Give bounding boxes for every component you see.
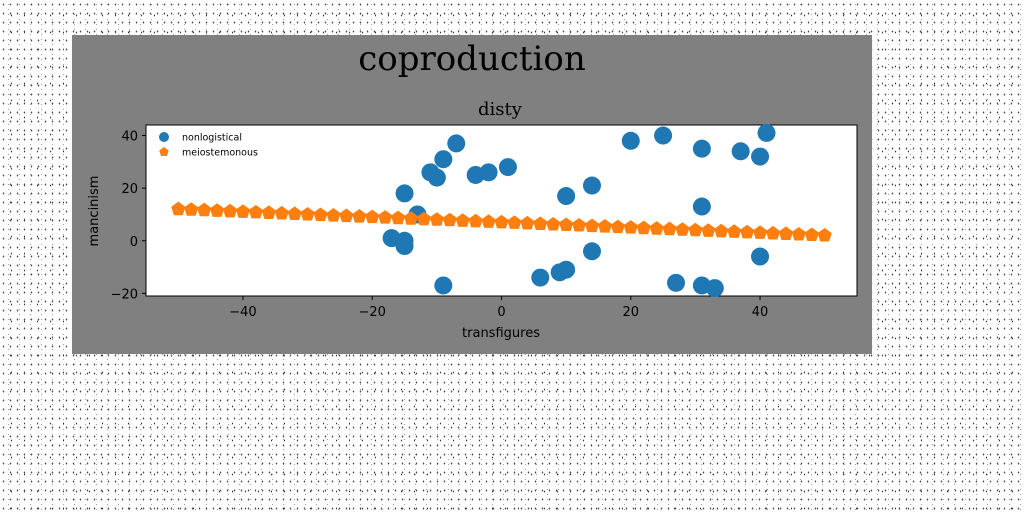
y-tick-label: −20: [111, 287, 138, 302]
data-point: [559, 217, 574, 232]
y-axis: −20 0 20 40: [111, 130, 146, 302]
data-point: [403, 211, 419, 225]
chart-subtitle: disty: [478, 99, 523, 120]
data-point: [557, 187, 576, 206]
data-point: [804, 227, 819, 242]
y-tick-label: 40: [121, 130, 138, 145]
data-point: [692, 139, 711, 158]
data-point: [416, 211, 432, 226]
x-tick-label: 0: [497, 305, 505, 320]
data-point: [714, 223, 729, 238]
data-point: [817, 227, 832, 242]
legend-marker: [159, 147, 169, 157]
data-point: [597, 219, 613, 233]
data-point: [313, 207, 328, 222]
data-point: [649, 221, 664, 235]
data-point: [378, 210, 393, 224]
data-point: [636, 220, 651, 235]
data-point: [209, 203, 225, 217]
y-tick-label: 0: [130, 235, 138, 250]
data-point: [667, 273, 686, 292]
data-point: [365, 209, 380, 224]
chart-title: coproduction: [358, 39, 586, 79]
x-tick-label: 40: [752, 305, 769, 320]
data-point: [582, 242, 601, 261]
data-point: [778, 226, 794, 240]
data-point: [621, 131, 640, 150]
data-point: [427, 168, 446, 187]
data-point: [434, 276, 453, 295]
data-point: [739, 224, 755, 239]
data-point: [675, 222, 690, 236]
data-points: [171, 123, 832, 298]
data-point: [429, 212, 444, 226]
data-point: [584, 218, 600, 233]
data-point: [300, 206, 315, 221]
data-point: [287, 206, 302, 220]
data-point: [222, 203, 238, 218]
data-point: [531, 268, 550, 287]
legend-label: nonlogistical: [182, 133, 242, 144]
data-point: [274, 205, 289, 220]
data-point: [791, 226, 806, 241]
y-axis-label: mancinism: [87, 176, 102, 247]
data-point: [326, 208, 341, 222]
data-point: [654, 126, 673, 145]
data-point: [390, 210, 406, 225]
data-point: [197, 202, 212, 217]
data-point: [434, 150, 453, 169]
y-tick-label: 20: [121, 182, 138, 197]
data-point: [352, 209, 367, 223]
data-point: [571, 218, 587, 232]
data-point: [447, 134, 466, 153]
data-point: [557, 260, 576, 279]
data-point: [261, 205, 276, 219]
data-point: [623, 220, 638, 234]
data-point: [498, 158, 517, 177]
data-point: [481, 214, 496, 228]
data-point: [235, 204, 251, 218]
data-point: [455, 213, 470, 227]
data-point: [248, 204, 264, 219]
x-axis-label: transfigures: [462, 326, 540, 341]
data-point: [395, 237, 414, 256]
legend-marker: [159, 132, 169, 142]
data-point: [688, 222, 703, 237]
data-point: [468, 213, 483, 228]
data-point: [494, 214, 509, 229]
data-point: [479, 163, 498, 182]
series-nonlogistical: [382, 123, 776, 298]
data-point: [533, 216, 548, 230]
data-point: [751, 147, 770, 166]
data-point: [171, 201, 186, 216]
data-point: [520, 215, 535, 230]
data-point: [705, 279, 724, 298]
x-tick-label: −40: [229, 305, 256, 320]
data-point: [751, 247, 770, 266]
data-point: [395, 184, 414, 203]
data-point: [507, 215, 522, 229]
data-point: [731, 142, 750, 161]
data-point: [757, 123, 776, 142]
data-point: [692, 197, 711, 216]
data-point: [546, 216, 561, 231]
data-point: [610, 219, 625, 234]
data-point: [765, 225, 781, 240]
x-tick-label: 20: [622, 305, 639, 320]
data-point: [184, 202, 199, 216]
data-point: [339, 208, 354, 223]
data-point: [662, 221, 677, 236]
x-axis: −40 −20 0 20 40: [229, 296, 768, 320]
series-meiostemonous: [171, 201, 832, 242]
data-point: [752, 225, 768, 239]
data-point: [442, 212, 457, 227]
legend-label: meiostemonous: [182, 148, 258, 159]
legend: nonlogistical meiostemonous: [159, 132, 258, 159]
data-point: [727, 224, 742, 238]
data-point: [582, 176, 601, 195]
data-point: [701, 223, 716, 237]
x-tick-label: −20: [359, 305, 386, 320]
